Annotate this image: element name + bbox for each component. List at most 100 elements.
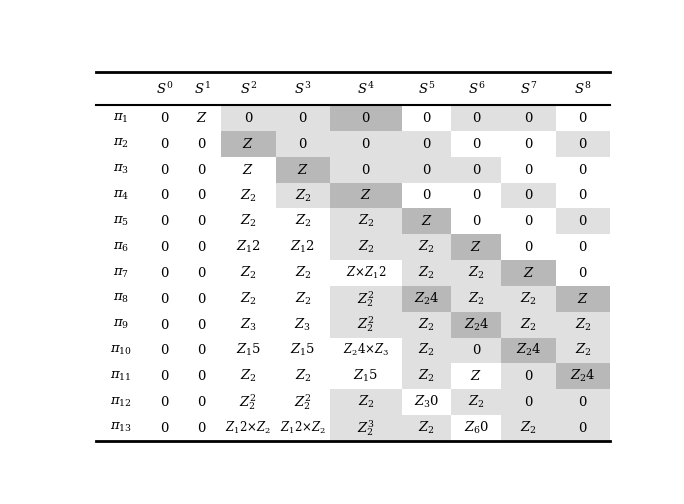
- Bar: [402, 363, 451, 389]
- Text: $Z$: $Z$: [242, 137, 254, 151]
- Text: $Z_12{\times}Z_2$: $Z_12{\times}Z_2$: [280, 420, 326, 436]
- Text: $Z_2$: $Z_2$: [295, 187, 311, 204]
- Text: $Z_2^3$: $Z_2^3$: [357, 418, 375, 437]
- Text: $S^5$: $S^5$: [418, 81, 435, 97]
- Bar: [330, 105, 402, 131]
- Bar: [555, 131, 610, 157]
- Bar: [276, 105, 330, 131]
- Text: $\pi_5$: $\pi_5$: [113, 215, 129, 228]
- Text: $Z_24$: $Z_24$: [414, 291, 439, 307]
- Text: $0$: $0$: [198, 240, 207, 254]
- Text: $Z_2$: $Z_2$: [418, 368, 435, 384]
- Text: $0$: $0$: [160, 318, 170, 332]
- Text: $Z$: $Z$: [297, 163, 308, 177]
- Bar: [221, 131, 276, 157]
- Text: $0$: $0$: [361, 163, 371, 177]
- Text: $Z_2$: $Z_2$: [295, 368, 311, 384]
- Text: $S^8$: $S^8$: [575, 81, 592, 97]
- Text: $Z_2$: $Z_2$: [358, 213, 374, 229]
- Bar: [451, 389, 501, 415]
- Text: $0$: $0$: [160, 137, 170, 151]
- Bar: [555, 311, 610, 338]
- Text: $Z_2$: $Z_2$: [418, 342, 435, 358]
- Text: $Z_12$: $Z_12$: [236, 239, 261, 255]
- Bar: [276, 182, 330, 208]
- Bar: [501, 105, 555, 131]
- Bar: [330, 286, 402, 311]
- Text: $0$: $0$: [160, 214, 170, 228]
- Text: $Z_2$: $Z_2$: [418, 317, 435, 333]
- Bar: [555, 415, 610, 441]
- Text: $0$: $0$: [471, 188, 481, 203]
- Bar: [555, 338, 610, 363]
- Text: $Z_2^2$: $Z_2^2$: [239, 392, 257, 412]
- Text: $Z_3$: $Z_3$: [295, 317, 311, 333]
- Text: $0$: $0$: [471, 137, 481, 151]
- Bar: [501, 415, 555, 441]
- Text: $Z_24{\times}Z_3$: $Z_24{\times}Z_3$: [343, 342, 389, 358]
- Text: $S^1$: $S^1$: [194, 81, 211, 97]
- Text: $Z_2$: $Z_2$: [575, 317, 592, 333]
- Text: $0$: $0$: [298, 137, 308, 151]
- Text: $0$: $0$: [160, 343, 170, 357]
- Text: $\pi_{13}$: $\pi_{13}$: [110, 421, 132, 434]
- Text: $0$: $0$: [160, 266, 170, 280]
- Text: $Z$: $Z$: [421, 214, 432, 228]
- Text: $Z_2$: $Z_2$: [358, 394, 374, 410]
- Text: $Z$: $Z$: [471, 240, 482, 254]
- Text: $\pi_8$: $\pi_8$: [113, 292, 129, 305]
- Text: $0$: $0$: [471, 163, 481, 177]
- Text: $Z_60$: $Z_60$: [464, 420, 489, 436]
- Text: $0$: $0$: [578, 240, 588, 254]
- Text: $0$: $0$: [198, 369, 207, 383]
- Bar: [451, 286, 501, 311]
- Text: $Z_2$: $Z_2$: [418, 239, 435, 255]
- Text: $Z_2$: $Z_2$: [468, 265, 484, 281]
- Text: $Z_12$: $Z_12$: [291, 239, 315, 255]
- Text: $Z_2$: $Z_2$: [575, 342, 592, 358]
- Text: $0$: $0$: [422, 137, 432, 151]
- Text: $\pi_4$: $\pi_4$: [113, 189, 129, 202]
- Text: $0$: $0$: [578, 163, 588, 177]
- Text: $Z_2^2$: $Z_2^2$: [357, 315, 375, 335]
- Text: $0$: $0$: [160, 369, 170, 383]
- Text: $Z_2$: $Z_2$: [358, 239, 374, 255]
- Bar: [402, 415, 451, 441]
- Text: $\pi_7$: $\pi_7$: [113, 267, 129, 280]
- Bar: [402, 157, 451, 182]
- Text: $Z_30$: $Z_30$: [414, 394, 439, 410]
- Text: $0$: $0$: [298, 111, 308, 125]
- Text: $0$: $0$: [578, 421, 588, 435]
- Bar: [555, 363, 610, 389]
- Bar: [451, 105, 501, 131]
- Text: $Z_2$: $Z_2$: [520, 291, 537, 307]
- Text: $0$: $0$: [422, 163, 432, 177]
- Text: $\pi_9$: $\pi_9$: [113, 318, 129, 331]
- Bar: [501, 311, 555, 338]
- Bar: [451, 311, 501, 338]
- Bar: [451, 234, 501, 260]
- Text: $0$: $0$: [422, 111, 432, 125]
- Text: $Z_2$: $Z_2$: [295, 213, 311, 229]
- Bar: [402, 234, 451, 260]
- Text: $0$: $0$: [198, 163, 207, 177]
- Text: $Z_2^2$: $Z_2^2$: [294, 392, 312, 412]
- Bar: [555, 286, 610, 311]
- Text: $0$: $0$: [198, 395, 207, 409]
- Text: $\pi_{11}$: $\pi_{11}$: [110, 370, 131, 383]
- Text: $0$: $0$: [198, 292, 207, 306]
- Text: $S^6$: $S^6$: [468, 81, 485, 97]
- Text: $\pi_{12}$: $\pi_{12}$: [110, 396, 132, 409]
- Text: $0$: $0$: [198, 137, 207, 151]
- Bar: [555, 389, 610, 415]
- Text: $Z$: $Z$: [242, 163, 254, 177]
- Bar: [451, 338, 501, 363]
- Text: $0$: $0$: [578, 111, 588, 125]
- Text: $Z$: $Z$: [471, 369, 482, 383]
- Text: $0$: $0$: [198, 421, 207, 435]
- Bar: [402, 208, 451, 234]
- Text: $0$: $0$: [578, 188, 588, 203]
- Text: $0$: $0$: [244, 111, 253, 125]
- Text: $Z_15$: $Z_15$: [290, 342, 315, 358]
- Bar: [276, 131, 330, 157]
